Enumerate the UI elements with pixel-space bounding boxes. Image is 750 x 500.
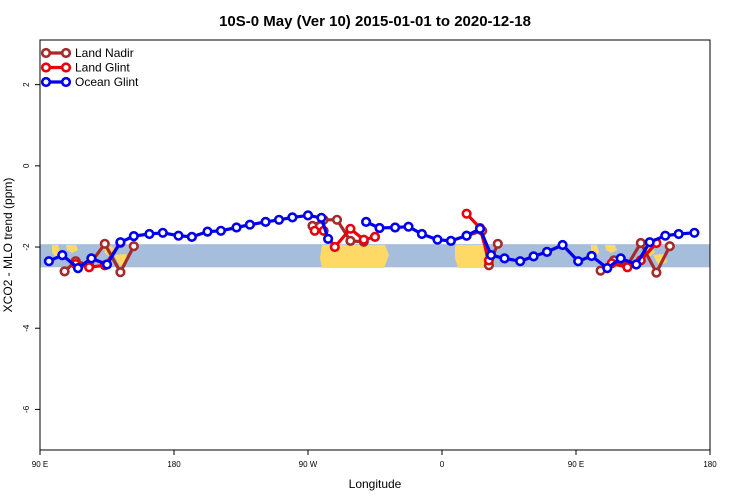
land-nadir-point xyxy=(115,267,126,278)
land-glint-point xyxy=(369,231,381,242)
ocean-glint-point xyxy=(486,250,497,261)
land-nadir-point xyxy=(59,266,70,277)
legend-marker-land-nadir xyxy=(40,47,52,59)
ocean-glint-point xyxy=(660,230,671,241)
land-glint-point xyxy=(329,241,340,253)
ocean-glint-point xyxy=(390,222,401,233)
land-glint-point xyxy=(345,223,356,234)
ocean-glint-point xyxy=(515,256,526,267)
ocean-glint-point xyxy=(57,250,68,261)
ocean-glint-point xyxy=(403,221,414,232)
y-tick-label: 2 xyxy=(22,82,31,87)
land-glint-point xyxy=(358,234,369,245)
ocean-glint-point xyxy=(631,259,642,270)
land-nadir-point xyxy=(99,238,110,249)
ocean-glint-point xyxy=(615,253,626,264)
ocean-glint-point xyxy=(302,210,314,221)
land-nadir-point xyxy=(651,267,662,278)
ocean-glint-point xyxy=(586,250,597,262)
land-nadir-point xyxy=(331,214,343,225)
legend-marker-ocean-glint xyxy=(40,76,52,88)
legend-label-ocean-glint: Ocean Glint xyxy=(75,75,139,89)
y-axis-title: XCO2 - MLO trend (ppm) xyxy=(1,178,15,313)
ocean-glint-point xyxy=(528,251,539,262)
ocean-glint-point xyxy=(244,219,255,230)
ocean-glint-point xyxy=(287,212,298,223)
x-tick-label: 180 xyxy=(167,460,181,469)
ocean-glint-point xyxy=(202,226,213,237)
landmask xyxy=(52,245,667,268)
y-tick-label: -2 xyxy=(22,243,31,251)
land-patch xyxy=(66,245,78,253)
ocean-glint-point xyxy=(72,263,84,274)
land-glint-point xyxy=(622,262,633,273)
ocean-glint-point xyxy=(461,230,472,241)
x-axis: 90 E 180 90 W 0 90 E 180 xyxy=(32,450,717,469)
y-tick-label: -6 xyxy=(22,405,31,413)
ocean-glint-point xyxy=(644,237,655,248)
land-nadir-point xyxy=(128,241,139,252)
ocean-glint-point xyxy=(432,234,443,245)
ocean-glint-point xyxy=(101,259,113,270)
ocean-glint-point xyxy=(260,216,271,227)
y-tick-label: -4 xyxy=(22,324,31,332)
ocean-glint-point xyxy=(157,227,168,238)
ocean-glint-point xyxy=(43,256,55,267)
land-patch xyxy=(455,245,487,268)
land-glint-point xyxy=(461,208,472,219)
land-glint-point xyxy=(83,262,95,273)
ocean-glint-point xyxy=(673,228,684,240)
legend-label-land-nadir: Land Nadir xyxy=(75,46,134,60)
land-glint-point xyxy=(309,225,320,236)
ocean-glint-point xyxy=(573,256,584,267)
x-tick-label: 90 E xyxy=(32,460,48,469)
ocean-glint-point xyxy=(557,239,568,251)
ocean-glint-point xyxy=(323,233,334,244)
ocean-glint-point xyxy=(689,227,700,238)
ocean-glint-point xyxy=(86,253,97,264)
series-layer xyxy=(43,208,700,278)
ocean-glint-point xyxy=(215,225,226,236)
ocean-glint-point xyxy=(445,235,457,246)
ocean-glint-point xyxy=(173,230,184,241)
land-nadir-point xyxy=(345,235,356,246)
land-nadir-point xyxy=(635,237,646,249)
ocean-glint-point xyxy=(374,222,385,234)
y-tick-label: 0 xyxy=(22,163,31,168)
ocean-glint-point xyxy=(144,228,155,240)
ocean-glint-point xyxy=(115,237,126,248)
ocean-glint-point xyxy=(541,246,553,257)
chart-title: 10S-0 May (Ver 10) 2015-01-01 to 2020-12… xyxy=(219,13,531,30)
land-nadir-point xyxy=(664,241,675,252)
land-patch xyxy=(605,245,617,253)
ocean-glint-point xyxy=(361,216,372,227)
legend-marker-land-nadir xyxy=(60,47,72,59)
x-tick-label: 90 E xyxy=(568,460,584,469)
plot-frame xyxy=(39,39,711,451)
ocean-glint-point xyxy=(416,228,428,240)
legend-marker-land-glint xyxy=(40,62,52,73)
ocean-glint-point xyxy=(316,212,327,223)
x-axis-title: Longitude xyxy=(349,477,402,491)
land-nadir-point xyxy=(492,238,503,249)
x-tick-label: 180 xyxy=(703,460,717,469)
ocean-glint-point xyxy=(186,231,197,242)
ocean-glint-point xyxy=(273,214,285,225)
ocean-glint-point xyxy=(128,231,139,242)
y-axis: 2 0 -2 -4 -6 xyxy=(22,82,40,413)
ocean-glint-point xyxy=(499,253,510,264)
x-tick-label: 0 xyxy=(440,460,445,469)
legend-marker-ocean-glint xyxy=(60,76,72,88)
legend-marker-land-glint xyxy=(60,62,72,73)
ocean-glint-point xyxy=(602,263,613,274)
ocean-glint-point xyxy=(474,223,486,234)
x-tick-label: 90 W xyxy=(299,460,318,469)
legend-label-land-glint: Land Glint xyxy=(75,61,130,75)
ocean-glint-point xyxy=(231,222,242,233)
